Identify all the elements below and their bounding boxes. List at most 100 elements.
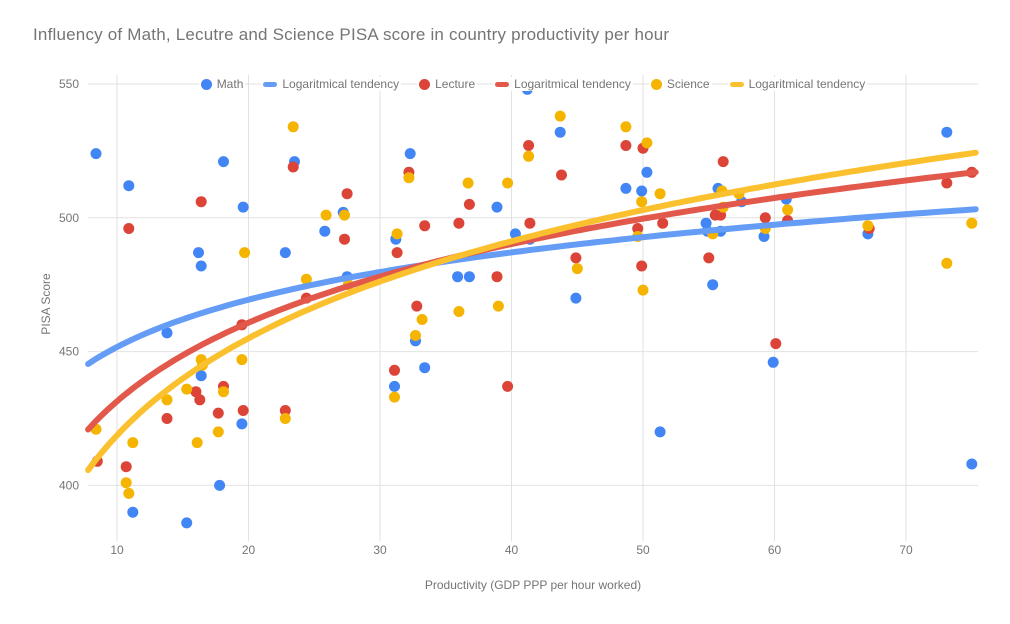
point-science: [120, 477, 132, 489]
x-tick-label: 30: [373, 543, 387, 557]
point-science: [966, 217, 978, 229]
legend: Math Logaritmical tendency Lecture Logaritm…: [88, 76, 978, 92]
point-science: [391, 228, 403, 240]
point-science: [416, 314, 428, 325]
math-trendline-dash-icon: [263, 81, 278, 87]
point-science: [453, 306, 465, 317]
point-science: [123, 487, 135, 499]
point-science: [127, 437, 139, 449]
point-science: [502, 177, 514, 189]
point-math: [641, 166, 653, 178]
point-lecture: [636, 260, 648, 272]
point-science: [389, 391, 400, 403]
point-lecture: [620, 140, 632, 151]
legend-label: Logaritmical tendency: [514, 77, 631, 91]
point-lecture: [453, 217, 465, 229]
point-lecture: [279, 405, 291, 416]
point-math: [195, 370, 207, 382]
legend-item-lecture-trend: Logaritmical tendency: [493, 77, 633, 91]
point-science: [320, 209, 332, 221]
point-science: [403, 172, 415, 184]
point-science: [862, 220, 874, 232]
point-lecture: [491, 271, 503, 283]
point-lecture: [524, 217, 536, 229]
point-science: [191, 437, 203, 449]
point-lecture: [411, 300, 423, 312]
point-lecture: [717, 156, 729, 168]
legend-label: Logaritmical tendency: [282, 77, 400, 91]
point-lecture: [463, 198, 475, 210]
legend-item-science: Science: [648, 77, 712, 91]
series-science: [90, 110, 978, 499]
point-science: [523, 150, 535, 162]
point-lecture: [212, 407, 224, 419]
point-lecture: [339, 233, 350, 245]
point-math: [570, 292, 582, 304]
point-science: [339, 209, 350, 221]
point-math: [319, 225, 331, 237]
point-lecture: [759, 212, 771, 224]
lecture-trendline-dash-icon: [495, 81, 510, 87]
legend-label: Logaritmical tendency: [748, 77, 866, 91]
x-tick-label: 10: [110, 543, 124, 557]
point-lecture: [941, 177, 953, 189]
point-lecture: [632, 223, 644, 234]
legend-label: Science: [666, 77, 710, 91]
point-lecture: [419, 220, 431, 232]
point-lecture: [120, 461, 132, 473]
point-science: [571, 263, 583, 275]
point-math: [218, 156, 229, 168]
legend-label: Math: [216, 77, 244, 91]
point-lecture: [391, 247, 403, 259]
point-lecture: [703, 252, 715, 264]
legend-item-math: Math: [198, 77, 246, 91]
point-math: [195, 260, 207, 272]
legend-item-lecture: Lecture: [417, 77, 478, 91]
point-math: [236, 418, 248, 430]
point-math: [491, 201, 503, 213]
point-science: [287, 121, 299, 133]
point-math: [620, 182, 632, 194]
point-science: [641, 137, 653, 149]
point-math: [90, 148, 102, 160]
legend-item-math-trend: Logaritmical tendency: [261, 77, 402, 91]
point-science: [462, 177, 474, 189]
point-math: [123, 180, 135, 192]
point-science: [654, 188, 666, 200]
point-science: [410, 330, 421, 341]
x-tick-label: 70: [899, 543, 913, 557]
point-science: [636, 196, 648, 208]
point-science: [492, 300, 504, 312]
point-math: [966, 458, 978, 470]
point-science: [300, 273, 312, 285]
point-science: [279, 413, 291, 424]
point-lecture: [570, 252, 582, 264]
point-lecture: [194, 394, 206, 406]
point-math: [767, 356, 779, 368]
x-tick-label: 60: [768, 543, 782, 557]
point-math: [654, 426, 666, 438]
science-point-icon: [650, 78, 662, 90]
point-math: [279, 247, 291, 259]
point-lecture: [287, 161, 299, 173]
point-math: [463, 271, 475, 283]
point-science: [637, 284, 649, 296]
y-tick-label: 500: [59, 211, 79, 225]
lecture-point-icon: [419, 78, 431, 90]
trendline-science: [85, 149, 979, 474]
point-lecture: [237, 405, 249, 416]
trendline-lecture: [85, 169, 979, 433]
point-math: [404, 148, 416, 160]
x-tick-label: 50: [636, 543, 650, 557]
legend-label: Lecture: [435, 77, 476, 91]
point-lecture: [195, 196, 207, 208]
point-science: [181, 383, 193, 395]
point-math: [554, 126, 566, 138]
point-lecture: [389, 364, 400, 376]
point-math: [636, 185, 648, 197]
trendline-math: [85, 206, 979, 367]
point-math: [707, 279, 719, 291]
point-math: [389, 380, 400, 392]
point-math: [161, 327, 173, 339]
